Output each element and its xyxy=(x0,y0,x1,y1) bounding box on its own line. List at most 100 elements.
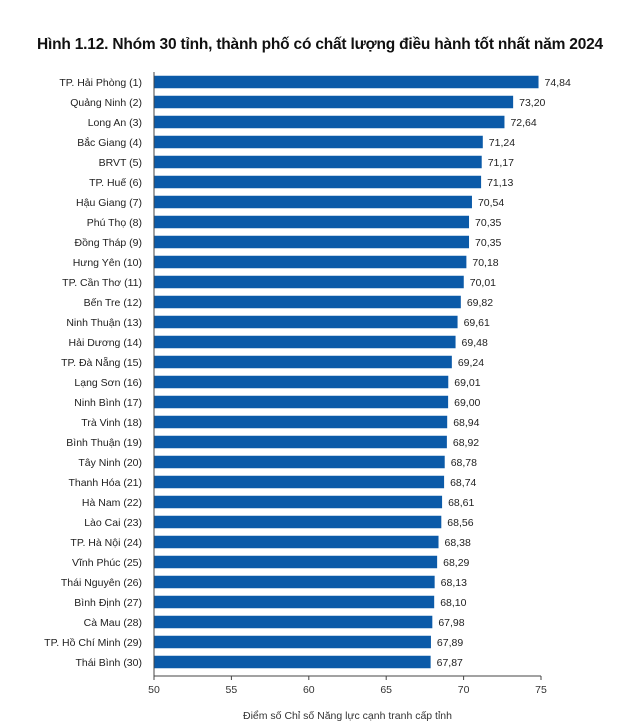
bar xyxy=(154,235,470,249)
bar xyxy=(154,475,445,489)
bar xyxy=(154,375,449,389)
value-label: 68,92 xyxy=(453,437,479,449)
value-label: 67,98 xyxy=(438,617,464,629)
value-label: 69,48 xyxy=(462,337,488,349)
category-label: TP. Hồ Chí Minh (29) xyxy=(44,637,142,649)
category-label: Bình Định (27) xyxy=(74,597,142,609)
value-label: 68,61 xyxy=(448,497,474,509)
bar xyxy=(154,495,443,509)
category-label: Hải Dương (14) xyxy=(69,337,142,349)
category-label: Long An (3) xyxy=(88,117,142,129)
value-label: 69,24 xyxy=(458,357,484,369)
value-label: 71,17 xyxy=(488,157,514,169)
value-label: 68,78 xyxy=(451,457,477,469)
value-label: 71,13 xyxy=(487,177,513,189)
category-label: Thái Nguyên (26) xyxy=(61,577,142,589)
value-label: 67,87 xyxy=(437,657,463,669)
bar xyxy=(154,615,433,629)
value-label: 69,01 xyxy=(454,377,480,389)
bar xyxy=(154,195,472,209)
category-label: Thanh Hóa (21) xyxy=(68,477,142,489)
bar xyxy=(154,455,445,469)
x-axis-title: Điểm số Chỉ số Năng lực cạnh tranh cấp t… xyxy=(243,710,452,722)
value-label: 68,38 xyxy=(445,537,471,549)
x-tick-label: 75 xyxy=(535,684,547,696)
value-label: 68,10 xyxy=(440,597,466,609)
value-label: 71,24 xyxy=(489,137,515,149)
bar xyxy=(154,155,482,169)
category-labels-group: TP. Hải Phòng (1) Quảng Ninh (2) Long An (… xyxy=(44,77,142,669)
bar xyxy=(154,655,431,669)
category-label: Ninh Thuận (13) xyxy=(66,317,142,329)
value-label: 68,74 xyxy=(450,477,476,489)
category-label: TP. Hà Nội (24) xyxy=(70,537,142,549)
category-label: Lào Cai (23) xyxy=(84,517,142,529)
bar xyxy=(154,315,458,329)
bar xyxy=(154,395,449,409)
value-label: 72,64 xyxy=(510,117,536,129)
bar xyxy=(154,275,464,289)
category-label: TP. Huế (6) xyxy=(89,177,142,189)
bar xyxy=(154,535,439,549)
bar xyxy=(154,215,470,229)
value-label: 70,35 xyxy=(475,217,501,229)
value-label: 70,35 xyxy=(475,237,501,249)
x-tick-label: 60 xyxy=(303,684,315,696)
category-label: Đồng Tháp (9) xyxy=(74,237,142,249)
x-ticks-group: 50 55 60 65 70 75 xyxy=(148,676,547,696)
category-label: Cà Mau (28) xyxy=(84,617,142,629)
category-label: Hưng Yên (10) xyxy=(73,257,142,269)
category-label: Vĩnh Phúc (25) xyxy=(72,557,142,569)
value-label: 69,61 xyxy=(464,317,490,329)
category-label: Ninh Bình (17) xyxy=(74,397,142,409)
chart-title: Hình 1.12. Nhóm 30 tỉnh, thành phố có ch… xyxy=(37,36,603,53)
bar xyxy=(154,435,447,449)
category-label: TP. Cần Thơ (11) xyxy=(62,277,142,289)
bar xyxy=(154,415,448,429)
category-label: Hậu Giang (7) xyxy=(76,197,142,209)
category-label: Bắc Giang (4) xyxy=(77,136,142,149)
bar xyxy=(154,595,435,609)
bar xyxy=(154,135,483,149)
value-label: 68,56 xyxy=(447,517,473,529)
bar xyxy=(154,575,435,589)
category-label: Bến Tre (12) xyxy=(84,297,142,309)
x-tick-label: 55 xyxy=(226,684,238,696)
category-label: TP. Đà Nẵng (15) xyxy=(61,356,142,369)
x-tick-label: 50 xyxy=(148,684,160,696)
category-label: Hà Nam (22) xyxy=(82,497,142,509)
category-label: BRVT (5) xyxy=(99,157,142,169)
bar xyxy=(154,175,482,189)
bar xyxy=(154,255,467,269)
category-label: Lạng Sơn (16) xyxy=(74,377,142,389)
category-label: TP. Hải Phòng (1) xyxy=(59,77,142,89)
bar xyxy=(154,515,442,529)
value-label: 68,29 xyxy=(443,557,469,569)
bar xyxy=(154,555,438,569)
category-label: Tây Ninh (20) xyxy=(78,457,142,469)
value-label: 73,20 xyxy=(519,97,545,109)
x-tick-label: 65 xyxy=(380,684,392,696)
bar xyxy=(154,115,505,129)
bar xyxy=(154,75,539,89)
bar xyxy=(154,635,431,649)
x-tick-label: 70 xyxy=(458,684,470,696)
value-label: 67,89 xyxy=(437,637,463,649)
bars-group xyxy=(154,75,539,669)
category-label: Bình Thuận (19) xyxy=(66,437,142,449)
value-label: 74,84 xyxy=(545,77,571,89)
category-label: Trà Vinh (18) xyxy=(81,417,142,429)
bar xyxy=(154,355,452,369)
value-label: 70,01 xyxy=(470,277,496,289)
category-label: Thái Bình (30) xyxy=(75,657,142,669)
value-label: 68,94 xyxy=(453,417,479,429)
value-label: 69,00 xyxy=(454,397,480,409)
value-label: 68,13 xyxy=(441,577,467,589)
bar xyxy=(154,335,456,349)
category-label: Quảng Ninh (2) xyxy=(70,97,142,109)
category-label: Phú Thọ (8) xyxy=(87,217,142,229)
bar xyxy=(154,295,461,309)
value-label: 70,54 xyxy=(478,197,504,209)
